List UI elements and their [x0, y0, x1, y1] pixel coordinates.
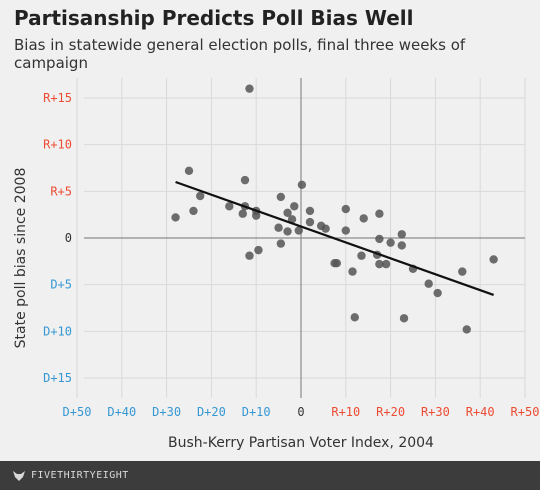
data-point [341, 204, 350, 214]
data-point [283, 208, 292, 217]
data-point [375, 234, 384, 244]
data-point [238, 209, 247, 218]
data-point [189, 206, 198, 216]
data-point [276, 239, 286, 248]
data-point [305, 206, 315, 216]
data-point [348, 267, 357, 276]
zero-axes [84, 78, 525, 398]
data-point [297, 180, 307, 189]
x-tick-label: D+20 [197, 405, 226, 419]
chart-title: Partisanship Predicts Poll Bias Well [14, 6, 414, 30]
data-point [375, 259, 384, 269]
data-point [254, 245, 263, 255]
footer-bar: FIVETHIRTYEIGHT [0, 461, 540, 490]
x-tick-label: R+40 [466, 405, 495, 419]
data-point [424, 279, 433, 288]
x-tick-label: D+50 [63, 405, 92, 419]
data-point [252, 211, 261, 220]
data-point [305, 217, 315, 227]
trend-line-group [175, 180, 495, 296]
y-tick-label: D+10 [43, 324, 72, 338]
y-axis-label: State poll bias since 2008 [13, 168, 29, 349]
x-axis-label: Bush-Kerry Partisan Voter Index, 2004 [168, 435, 434, 451]
x-tick-label: R+30 [421, 405, 450, 419]
data-point [397, 241, 406, 250]
x-tick-label: R+10 [331, 405, 360, 419]
chart-subtitle: Bias in statewide general election polls… [14, 36, 466, 72]
brand-logo: FIVETHIRTYEIGHT [12, 470, 129, 482]
x-tick-label: R+50 [511, 405, 540, 419]
data-point [375, 209, 384, 218]
data-point [489, 255, 498, 264]
data-point [290, 202, 299, 211]
x-tick-label: D+40 [107, 405, 136, 419]
data-point [294, 226, 303, 235]
y-tick-label: D+5 [50, 278, 72, 292]
data-point [397, 230, 406, 239]
data-point [381, 259, 391, 269]
data-point [240, 175, 250, 185]
data-point [341, 226, 350, 235]
data-point [274, 223, 283, 232]
data-point [350, 313, 359, 322]
fox-icon [13, 470, 25, 481]
data-point [276, 192, 286, 202]
y-tick-label: R+5 [50, 184, 72, 198]
x-tick-label: 0 [297, 405, 304, 419]
data-point [321, 224, 330, 233]
trend-line [175, 180, 495, 296]
x-tick-label: D+30 [152, 405, 181, 419]
data-point [283, 227, 292, 236]
data-point [196, 191, 205, 201]
y-tick-label: R+10 [43, 138, 72, 152]
data-point [184, 166, 194, 175]
data-point [399, 314, 409, 323]
x-tick-label: D+10 [242, 405, 271, 419]
data-point [245, 84, 254, 93]
data-points [171, 84, 498, 334]
scatter-chart: D+50 D+40 D+30 D+20 D+10 0 R+10 R+20 R+30 R+40 R+5… [13, 78, 539, 451]
x-tick-label: R+20 [376, 405, 405, 419]
data-point [225, 202, 234, 211]
data-point [386, 238, 395, 247]
y-tick-label: D+15 [43, 371, 72, 385]
y-tick-label: R+15 [43, 91, 72, 105]
data-point [332, 259, 342, 268]
tick-labels: D+50 D+40 D+30 D+20 D+10 0 R+10 R+20 R+30 R+40 R+5… [43, 91, 539, 419]
y-tick-label: 0 [65, 231, 72, 245]
data-point [462, 325, 471, 334]
data-point [245, 251, 254, 260]
data-point [357, 251, 366, 260]
data-point [359, 214, 368, 223]
data-point [433, 288, 442, 298]
data-point [458, 267, 467, 276]
brand-name: FIVETHIRTYEIGHT [31, 470, 129, 481]
data-point [287, 215, 297, 224]
data-point [171, 213, 180, 222]
